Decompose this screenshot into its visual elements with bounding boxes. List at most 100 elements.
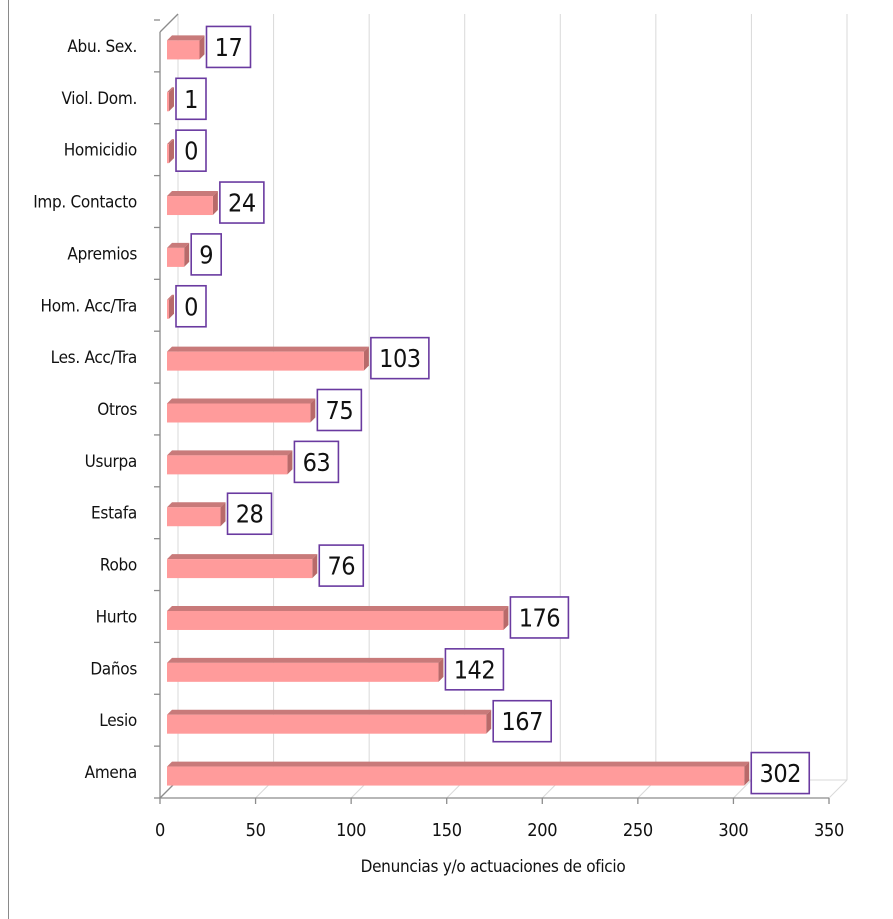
category-label: Estafa (91, 504, 137, 524)
data-label: 1 (184, 85, 198, 114)
bar-front (167, 662, 439, 682)
gridlines (177, 14, 848, 799)
data-label: 24 (228, 189, 256, 218)
category-label: Usurpa (85, 452, 137, 472)
bar-front (167, 92, 169, 112)
bar-side (220, 502, 226, 527)
bar (167, 242, 190, 267)
bar-front (167, 403, 311, 423)
x-tick-label: 150 (432, 820, 462, 841)
category-label: Apremios (67, 244, 137, 264)
category-label: Imp. Contacto (33, 193, 137, 213)
bar-side (169, 139, 174, 164)
data-label: 103 (379, 344, 420, 373)
bar-side (363, 346, 369, 371)
bar-top (167, 191, 218, 197)
data-label-box (175, 77, 207, 121)
bar-front (167, 507, 221, 527)
bar-top (167, 554, 318, 560)
category-label: Homicidio (64, 141, 137, 161)
category-labels: Amena Lesio Daños Hurto Robo Estafa Usurpa Otro… (33, 37, 137, 783)
bar-front (167, 196, 213, 216)
x-tick-label: 0 (155, 820, 165, 841)
bar (167, 346, 369, 371)
data-label-box (219, 181, 265, 224)
bar-side (744, 761, 750, 786)
x-tick-label: 250 (623, 820, 653, 841)
bar-front (167, 714, 487, 734)
data-label-box (370, 336, 430, 380)
bar-top (167, 398, 316, 404)
bar-front (167, 247, 185, 267)
bar-top (167, 87, 174, 93)
bar (167, 191, 218, 216)
floor-gridline (828, 779, 848, 799)
bar-side (287, 450, 293, 475)
bar-front (167, 299, 169, 319)
x-tick-labels: 0 50 100 150 200 250 300 350 (155, 820, 844, 841)
bar (167, 35, 205, 60)
bar-side (503, 605, 509, 630)
bar (167, 398, 316, 423)
bar-top (167, 139, 174, 145)
bar-side (438, 657, 444, 682)
bar-side (169, 87, 174, 112)
data-label: 0 (184, 137, 198, 166)
category-label: Otros (97, 400, 137, 420)
data-label-box (175, 284, 207, 328)
bar-top (167, 761, 750, 767)
x-tick-label: 300 (718, 820, 748, 841)
data-label-box (492, 699, 553, 743)
bar (167, 605, 509, 630)
bar-top (167, 346, 369, 352)
bar-front (167, 351, 364, 371)
bar (167, 709, 492, 734)
data-label: 0 (184, 292, 198, 321)
bar-front (167, 455, 288, 475)
x-tick-label: 100 (336, 820, 366, 841)
bar-front (167, 144, 169, 164)
data-label-box (750, 751, 811, 795)
bar-front (167, 40, 200, 60)
data-label-box (205, 25, 252, 69)
data-label: 17 (215, 33, 243, 62)
bar-top (167, 502, 226, 508)
bar (167, 761, 750, 786)
bar (167, 139, 174, 164)
data-label: 28 (236, 500, 264, 529)
axes (154, 13, 830, 804)
y-axis-depth (159, 13, 179, 33)
bar-side (169, 294, 174, 319)
bar-side (212, 191, 218, 216)
data-label-box (509, 596, 570, 639)
bar (167, 450, 293, 475)
category-label: Abu. Sex. (67, 37, 137, 57)
x-axis-title: Denuncias y/o actuaciones de oficio (361, 857, 626, 877)
data-label-box (444, 648, 505, 691)
bar-top (167, 605, 509, 611)
data-label-box (175, 129, 207, 172)
category-label: Viol. Dom. (61, 89, 137, 109)
bar-side (310, 398, 316, 423)
data-label-box (316, 388, 363, 432)
data-label: 75 (326, 396, 354, 425)
data-label: 76 (327, 552, 355, 581)
category-label: Hurto (96, 607, 137, 627)
bar-side (199, 35, 205, 60)
category-label: Lesio (99, 711, 137, 731)
bar (167, 657, 444, 682)
bar-side (486, 709, 492, 734)
bar-side (184, 242, 190, 267)
category-label: Amena (85, 763, 137, 783)
bar-top (167, 709, 492, 715)
category-label: Daños (90, 659, 137, 679)
x-tick-label: 200 (527, 820, 557, 841)
bar-front (167, 766, 745, 786)
data-label: 142 (454, 655, 495, 684)
bars (167, 35, 750, 786)
data-label-box (293, 440, 340, 484)
bar-front (167, 610, 504, 630)
category-label: Les. Acc/Tra (51, 348, 137, 368)
